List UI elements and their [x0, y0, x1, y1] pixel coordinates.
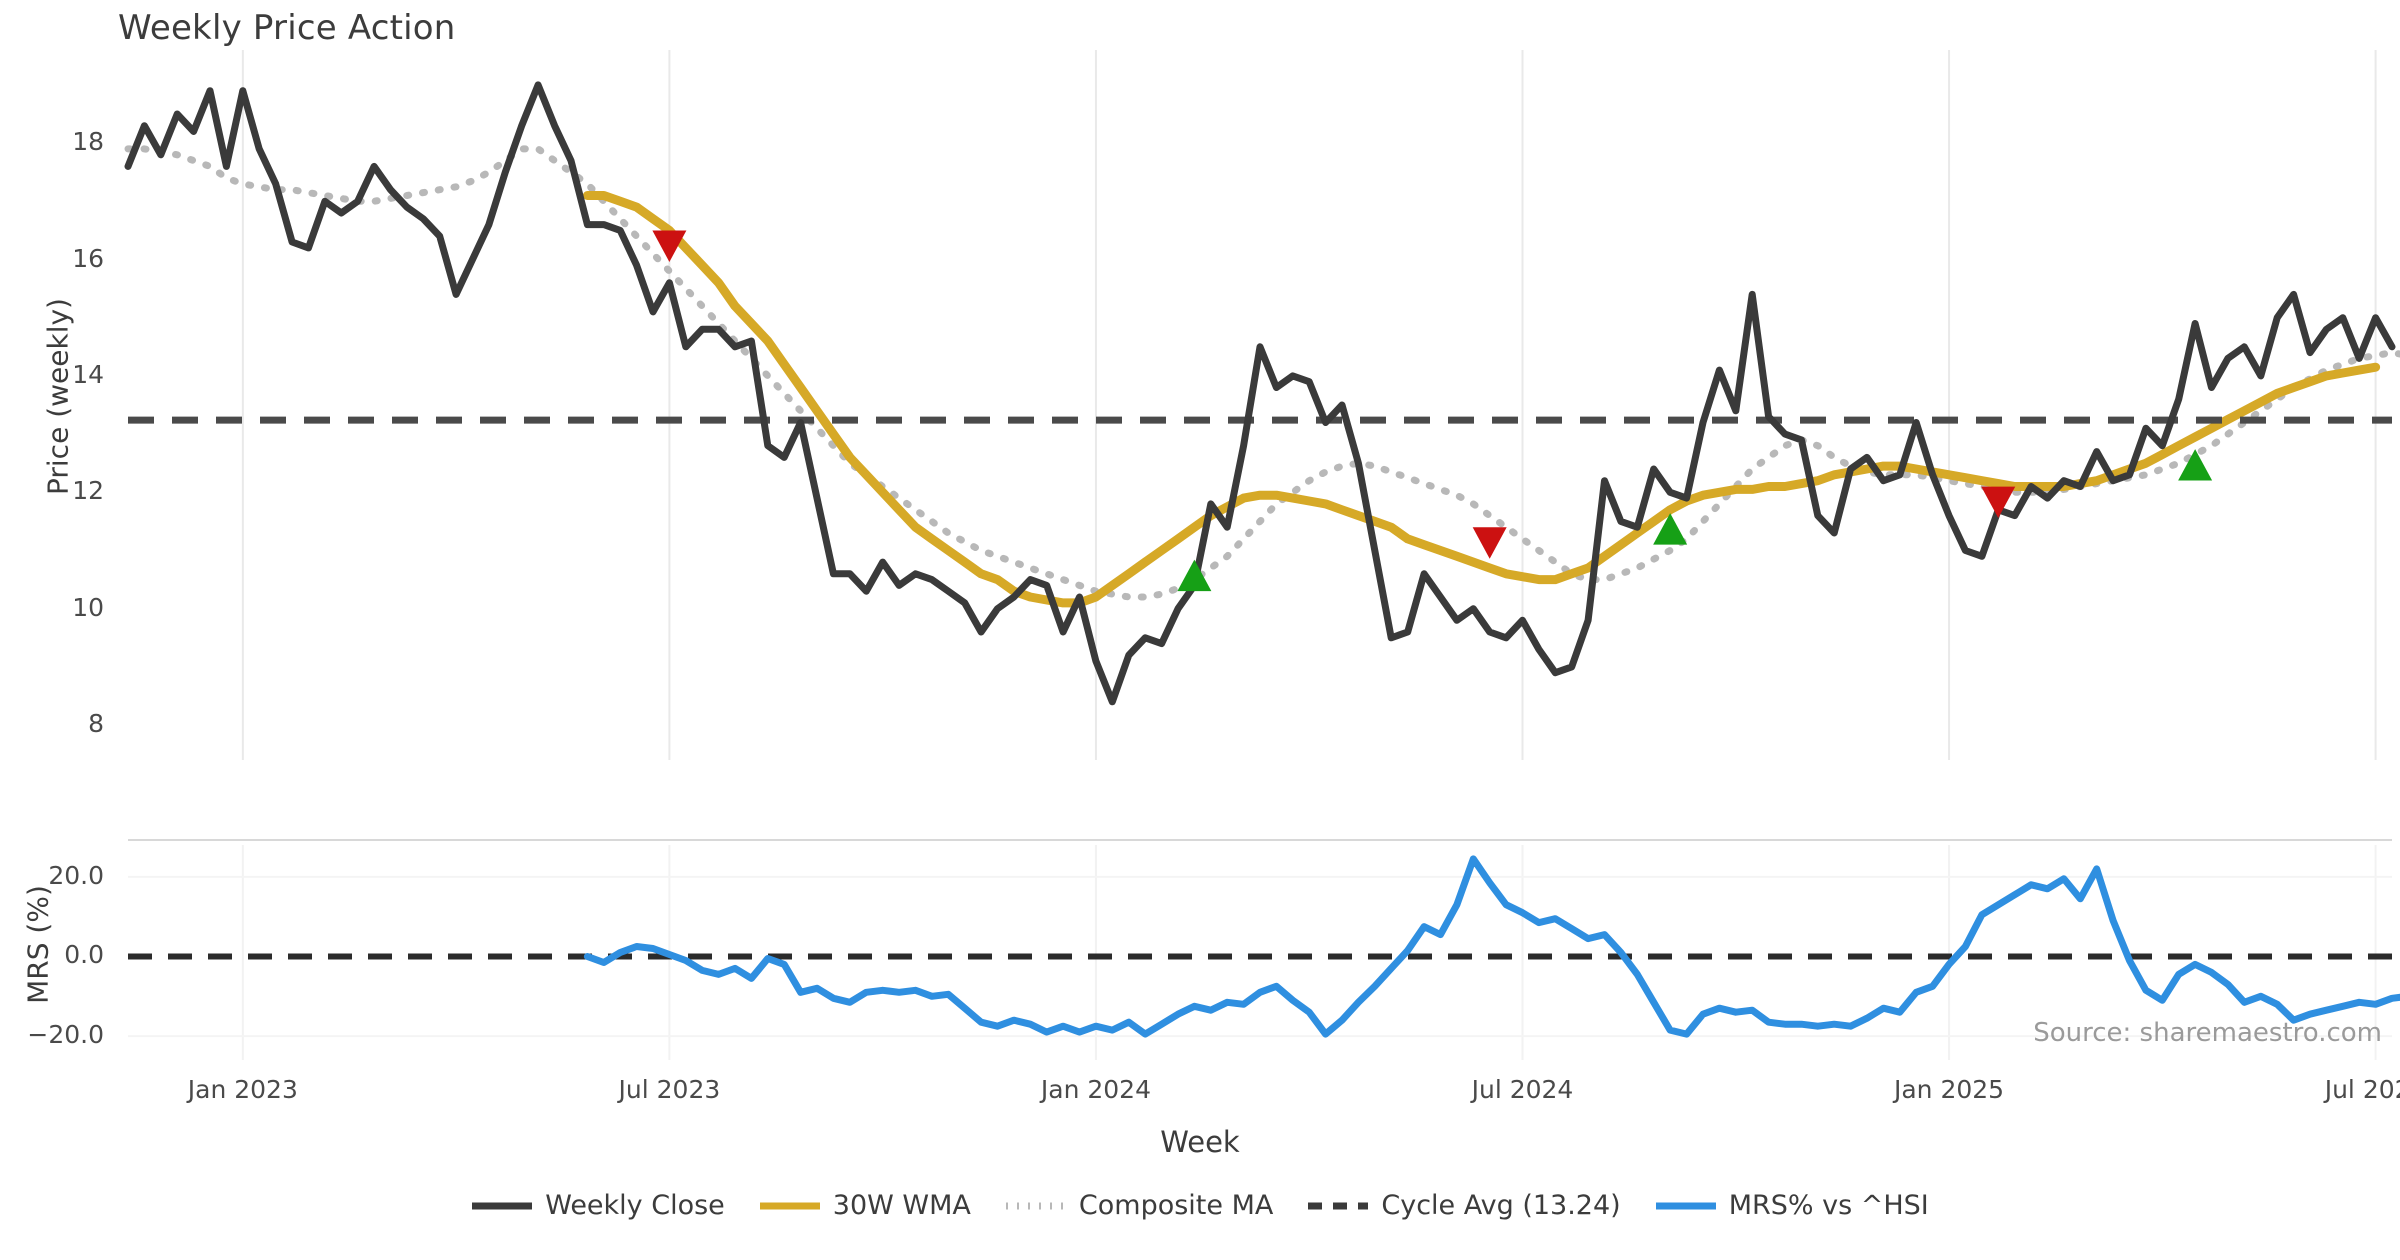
- legend-30w-wma[interactable]: 30W WMA: [759, 1190, 971, 1221]
- legend-swatch-icon: [1308, 1202, 1369, 1209]
- price-y-tick: 14: [72, 359, 104, 389]
- page-title: Weekly Price Action: [118, 8, 456, 48]
- sell-marker: [1981, 486, 2016, 519]
- legend-cycle-avg[interactable]: Cycle Avg (13.24): [1307, 1190, 1621, 1221]
- x-axis-label: Week: [1160, 1125, 1240, 1159]
- legend-label: Weekly Close: [545, 1190, 725, 1221]
- legend-swatch-icon: [759, 1202, 820, 1209]
- series-composite-ma: [124, 145, 2400, 601]
- legend-label: Composite MA: [1078, 1190, 1274, 1221]
- legend-label: Cycle Avg (13.24): [1381, 1190, 1621, 1221]
- x-tick: Jul 2025: [2324, 1075, 2400, 1104]
- legend-swatch-icon: [1005, 1202, 1066, 1209]
- x-tick: Jul 2024: [1471, 1075, 1574, 1104]
- x-tick: Jul 2023: [618, 1075, 721, 1104]
- legend-label: 30W WMA: [832, 1190, 971, 1221]
- price-y-tick: 18: [72, 127, 104, 157]
- price-y-tick: 16: [72, 243, 104, 273]
- price-y-tick: 12: [72, 476, 104, 506]
- mrs-y-tick: 0.0: [64, 940, 104, 970]
- buy-marker: [2178, 449, 2213, 481]
- legend-weekly-close[interactable]: Weekly Close: [471, 1190, 725, 1221]
- x-tick: Jan 2024: [1040, 1075, 1151, 1104]
- price-y-tick: 10: [72, 592, 104, 622]
- x-tick: Jan 2025: [1893, 1075, 2005, 1104]
- legend-swatch-icon: [472, 1202, 533, 1209]
- buy-marker: [1177, 559, 1212, 592]
- legend-swatch-icon: [1655, 1202, 1716, 1209]
- x-tick: Jan 2023: [187, 1075, 298, 1104]
- mrs-y-tick: 20.0: [48, 860, 104, 890]
- legend-composite-ma[interactable]: Composite MA: [1005, 1190, 1273, 1221]
- sell-marker: [652, 230, 687, 262]
- legend-mrs[interactable]: MRS% vs ^HSI: [1655, 1190, 1929, 1221]
- series-weekly-close: [124, 81, 2396, 706]
- chart-legend: Weekly Close 30W WMA Composite MA Cycle Avg…: [0, 1190, 2400, 1221]
- buy-marker: [1653, 513, 1688, 545]
- source-watermark: Source: sharemaestro.com: [2033, 1018, 2382, 1048]
- sell-marker: [1472, 527, 1507, 559]
- mrs-y-tick: −20.0: [27, 1020, 104, 1050]
- legend-label: MRS% vs ^HSI: [1728, 1190, 1929, 1221]
- series-mrs: [583, 855, 2400, 1038]
- price-y-tick: 8: [88, 709, 104, 739]
